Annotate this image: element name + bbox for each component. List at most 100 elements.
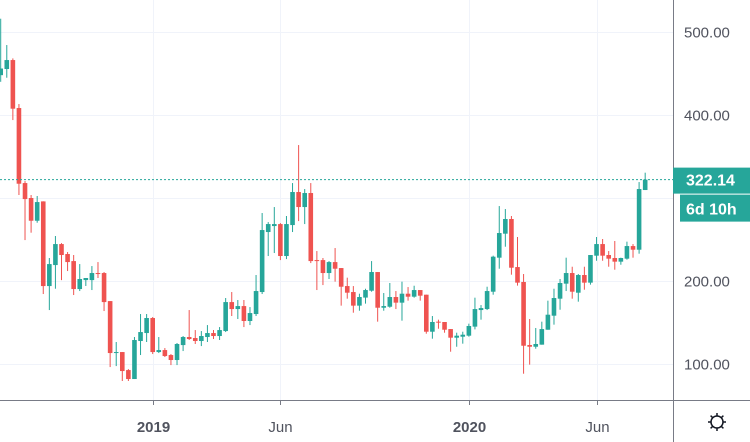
candle-body — [642, 179, 648, 191]
candle — [618, 257, 624, 265]
candle — [357, 293, 362, 311]
candle — [235, 300, 241, 320]
candle — [144, 314, 149, 343]
price-tick-label: 400.00 — [684, 108, 730, 125]
candle-body — [545, 314, 551, 330]
candle — [369, 261, 374, 292]
candle — [28, 195, 34, 233]
candle — [442, 322, 447, 333]
candle — [606, 251, 611, 267]
candle — [302, 189, 307, 225]
time-axis[interactable]: 2019 Jun 2020 Jun — [137, 401, 610, 436]
candle-body — [77, 279, 83, 290]
candle — [4, 45, 10, 78]
candle-body — [253, 291, 259, 315]
candle-body — [4, 60, 10, 70]
candle-body — [326, 262, 332, 274]
candle-body — [490, 256, 496, 292]
candle — [496, 206, 502, 269]
candle-body — [144, 318, 149, 334]
candle-body — [588, 255, 593, 283]
candle — [405, 287, 411, 301]
candle — [594, 237, 599, 261]
candle — [211, 330, 216, 340]
candle — [624, 241, 630, 260]
candle-body — [314, 260, 320, 262]
candle — [533, 327, 539, 349]
candle-body — [363, 290, 368, 298]
candle — [466, 323, 472, 337]
candle — [16, 104, 22, 196]
candle-body — [466, 325, 472, 336]
candle-body — [618, 258, 624, 262]
candle — [192, 330, 198, 344]
candle — [576, 274, 581, 302]
candle — [89, 266, 95, 291]
candle — [545, 300, 551, 330]
candle — [478, 305, 484, 320]
candle-body — [527, 344, 532, 347]
candle-body — [101, 273, 107, 303]
candle-body — [436, 321, 441, 323]
candle — [551, 288, 557, 325]
candle — [83, 278, 89, 286]
candle — [338, 268, 344, 306]
candle — [424, 294, 429, 334]
candle-body — [576, 275, 581, 293]
candle-body — [40, 201, 46, 287]
candle — [436, 319, 441, 329]
candle-body — [411, 290, 417, 297]
candle — [77, 264, 83, 292]
candle-body — [484, 291, 490, 310]
candle-body — [278, 224, 283, 257]
candle-body — [65, 254, 70, 263]
candle — [363, 288, 368, 304]
candle — [186, 310, 192, 341]
candle — [101, 272, 107, 312]
candle-body — [308, 193, 314, 262]
candle-body — [344, 286, 350, 293]
candle — [509, 216, 514, 275]
price-axis[interactable]: 500.00 400.00 200.00 100.00 — [684, 25, 730, 374]
candle-body — [594, 244, 599, 256]
candle-body — [223, 302, 228, 332]
candle — [241, 300, 247, 328]
candle — [22, 181, 28, 241]
candle-body — [405, 293, 411, 297]
candle — [326, 261, 332, 280]
candle — [387, 282, 393, 308]
candle-body — [582, 275, 587, 283]
candles — [0, 18, 648, 382]
candle-body — [211, 333, 216, 337]
candle-body — [150, 318, 155, 353]
candle — [59, 243, 64, 281]
candle-body — [636, 189, 642, 250]
candle-body — [180, 337, 186, 346]
candle — [290, 183, 295, 233]
candle — [120, 352, 125, 382]
candle-body — [22, 183, 28, 200]
candle-body — [247, 313, 253, 322]
candle-body — [113, 352, 119, 354]
candle — [393, 291, 399, 310]
candle-body — [83, 278, 89, 281]
candle — [399, 281, 405, 321]
candle-body — [138, 332, 143, 342]
candle — [417, 290, 423, 301]
candle-body — [515, 267, 520, 283]
candle-body — [156, 350, 162, 353]
candle — [247, 307, 253, 326]
candle — [0, 18, 3, 82]
candle-body — [259, 230, 265, 293]
candle — [253, 275, 259, 317]
candle-body — [205, 333, 210, 338]
gear-icon[interactable] — [708, 413, 726, 431]
candle-body — [10, 60, 16, 109]
candle — [272, 207, 277, 254]
candle — [630, 244, 636, 258]
candle — [10, 58, 16, 121]
candle-body — [503, 218, 508, 234]
grid — [0, 0, 673, 400]
candle-body — [606, 255, 611, 259]
